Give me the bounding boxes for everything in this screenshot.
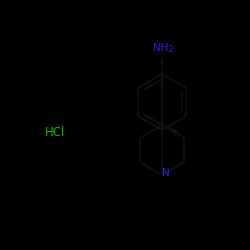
Text: 2: 2 [168,46,173,54]
Text: HCl: HCl [45,126,65,138]
Text: N: N [162,168,170,178]
Text: NH: NH [153,43,169,53]
